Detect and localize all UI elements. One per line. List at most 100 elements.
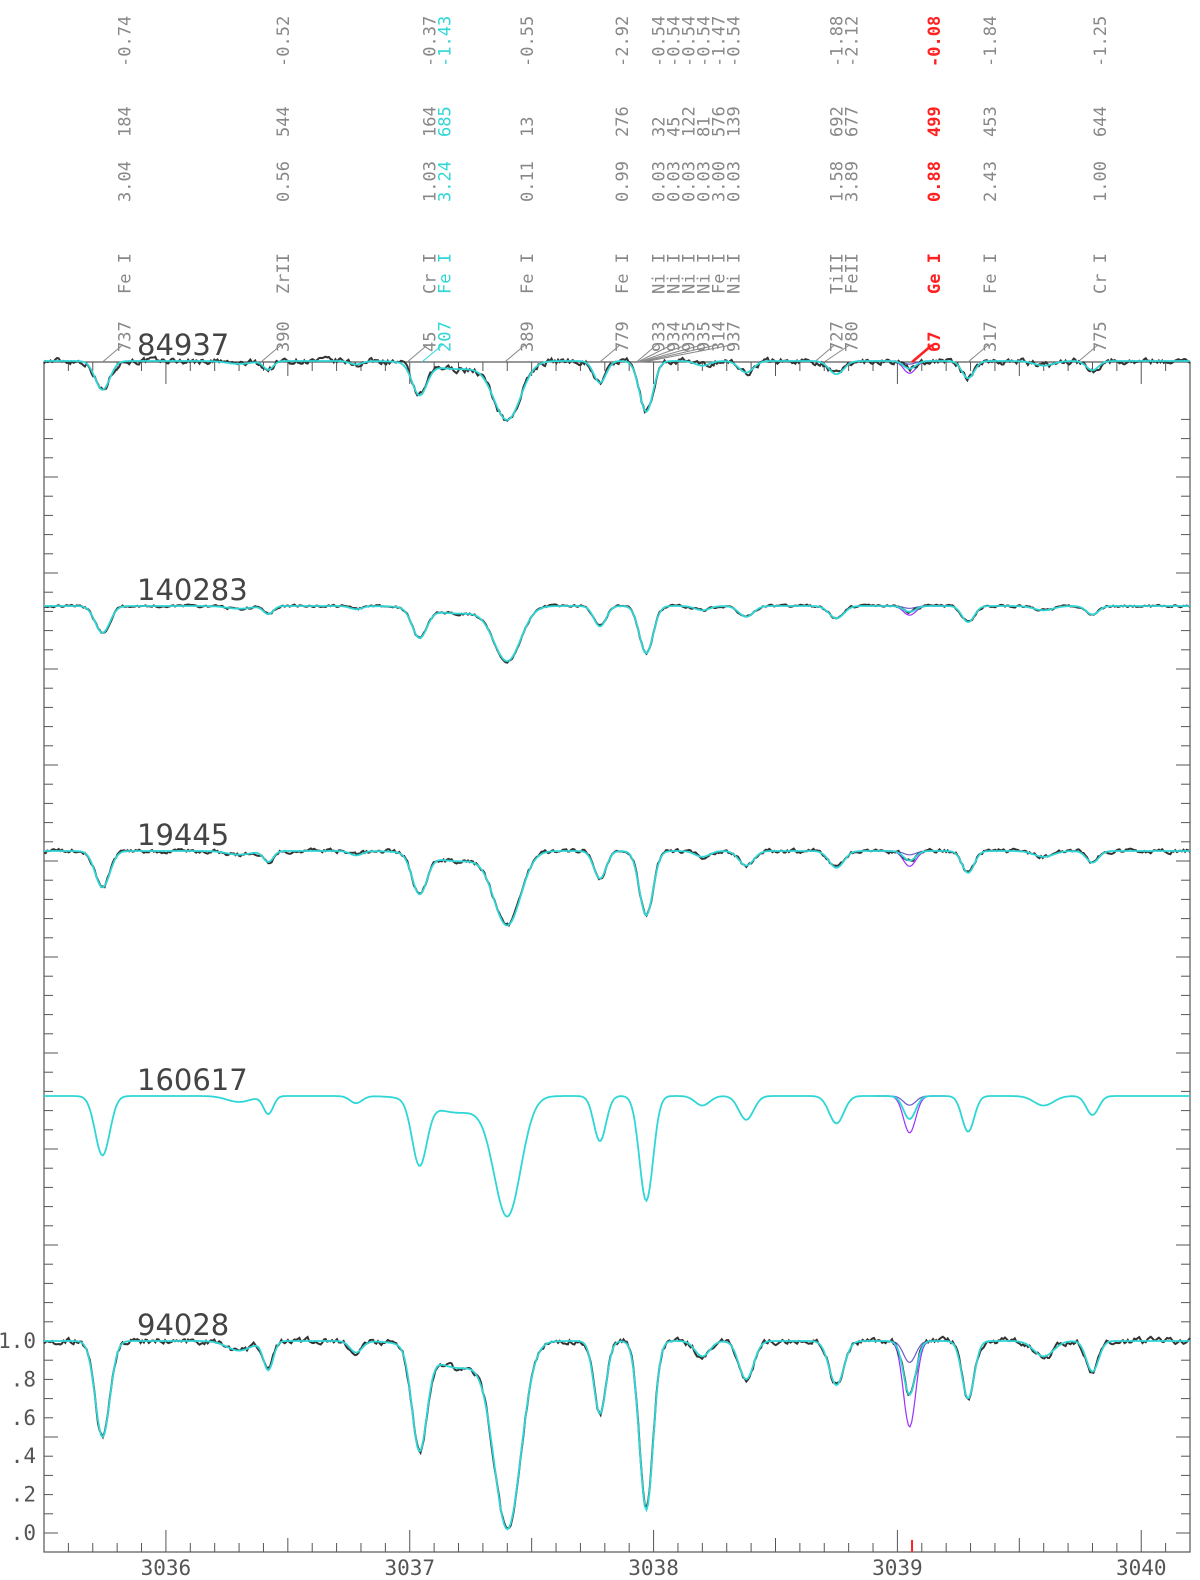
line-id-loggf: -0.74 bbox=[116, 16, 136, 67]
line-id-label: 314 Fe I 3.00 576 -1.47 bbox=[710, 16, 730, 352]
line-id-w: 13 bbox=[518, 117, 538, 137]
y-tick-label: 1.0 bbox=[0, 1329, 36, 1353]
line-id-ep: 0.11 bbox=[518, 161, 538, 202]
line-id-ep: 0.88 bbox=[925, 161, 945, 202]
y-tick-label: .2 bbox=[11, 1483, 36, 1507]
x-tick-label: 3040 bbox=[1116, 1556, 1167, 1580]
ge-variant-line bbox=[874, 1340, 947, 1428]
line-leader bbox=[641, 344, 717, 363]
line-leader bbox=[643, 344, 732, 363]
line-id-loggf: -0.54 bbox=[695, 16, 715, 67]
line-id-loggf: -0.52 bbox=[274, 16, 294, 67]
line-id-ep: 3.00 bbox=[710, 161, 730, 202]
line-leader bbox=[504, 344, 526, 363]
line-id-ep: 3.24 bbox=[435, 161, 455, 202]
line-leader bbox=[1077, 344, 1099, 363]
line-id-loggf: -2.92 bbox=[613, 16, 633, 67]
line-id-code: 317 bbox=[981, 321, 1001, 352]
y-tick-label: .8 bbox=[11, 1367, 36, 1391]
line-id-loggf: -0.54 bbox=[680, 16, 700, 67]
line-id-ep: 0.03 bbox=[695, 161, 715, 202]
line-id-ep: 1.03 bbox=[420, 161, 440, 202]
line-id-label: 67 Ge I 0.88 499 -0.08 bbox=[925, 16, 945, 352]
line-leader bbox=[823, 344, 850, 363]
line-id-code: 390 bbox=[274, 321, 294, 352]
line-id-label: 390 ZrII 0.56 544 -0.52 bbox=[274, 16, 294, 352]
line-leader bbox=[102, 344, 123, 363]
star-label: 160617 bbox=[137, 1063, 248, 1097]
x-tick-label: 3038 bbox=[628, 1556, 679, 1580]
line-id-species: FeII bbox=[843, 253, 863, 294]
line-id-ep: 1.58 bbox=[828, 161, 848, 202]
star-label: 84937 bbox=[137, 328, 229, 362]
line-leader bbox=[599, 344, 621, 363]
line-id-label: 775 Cr I 1.00 644 -1.25 bbox=[1091, 16, 1111, 352]
line-id-species: Ni I bbox=[680, 253, 700, 294]
line-leader bbox=[636, 344, 657, 363]
line-id-w: 184 bbox=[116, 106, 136, 137]
line-id-loggf: -0.54 bbox=[725, 16, 745, 67]
synthetic-spectrum-line bbox=[44, 360, 1190, 421]
line-id-code: 389 bbox=[518, 321, 538, 352]
observed-spectrum-line bbox=[43, 1335, 1191, 1530]
line-id-w: 276 bbox=[613, 106, 633, 137]
line-id-code: 207 bbox=[435, 321, 455, 352]
line-id-code: 937 bbox=[725, 321, 745, 352]
line-id-ep: 1.00 bbox=[1091, 161, 1111, 202]
line-leader bbox=[260, 344, 282, 363]
line-id-w: 32 bbox=[650, 117, 670, 137]
line-id-w: 453 bbox=[981, 106, 1001, 137]
line-leader bbox=[421, 344, 443, 363]
line-id-species: TiII bbox=[828, 253, 848, 294]
line-id-species: Fe I bbox=[981, 253, 1001, 294]
line-leader bbox=[640, 344, 702, 363]
line-id-species: Fe I bbox=[518, 253, 538, 294]
line-id-code: 737 bbox=[116, 321, 136, 352]
line-id-loggf: -1.88 bbox=[828, 16, 848, 67]
synthetic-spectrum-line bbox=[44, 1340, 1190, 1531]
y-tick-label: .0 bbox=[11, 1521, 36, 1545]
line-id-loggf: -1.25 bbox=[1091, 16, 1111, 67]
line-id-w: 644 bbox=[1091, 106, 1111, 137]
line-id-w: 677 bbox=[843, 106, 863, 137]
line-id-label: 780 FeII 3.89 677 -2.12 bbox=[843, 16, 863, 352]
line-id-species: Cr I bbox=[420, 253, 440, 294]
synthetic-spectrum-line bbox=[44, 1095, 1190, 1218]
line-id-ep: 0.56 bbox=[274, 161, 294, 202]
line-leader bbox=[638, 344, 687, 363]
line-id-code: 775 bbox=[1091, 321, 1111, 352]
line-id-w: 45 bbox=[665, 117, 685, 137]
line-leader bbox=[967, 344, 989, 363]
y-tick-label: .6 bbox=[11, 1406, 36, 1430]
line-id-loggf: -1.47 bbox=[710, 16, 730, 67]
line-id-ep: 0.99 bbox=[613, 161, 633, 202]
line-id-ep: 0.03 bbox=[665, 161, 685, 202]
line-id-ep: 3.04 bbox=[116, 161, 136, 202]
line-id-code: 314 bbox=[710, 321, 730, 352]
line-id-label: 937 Ni I 0.03 139 -0.54 bbox=[725, 16, 745, 352]
line-id-species: Ni I bbox=[725, 253, 745, 294]
line-leader bbox=[406, 344, 428, 363]
line-id-loggf: -0.54 bbox=[650, 16, 670, 67]
line-id-w: 81 bbox=[695, 117, 715, 137]
line-id-w: 164 bbox=[420, 106, 440, 137]
line-id-ep: 0.03 bbox=[680, 161, 700, 202]
line-id-label: 779 Fe I 0.99 276 -2.92 bbox=[613, 16, 633, 352]
line-id-species: Cr I bbox=[1091, 253, 1111, 294]
line-id-ep: 2.43 bbox=[981, 161, 1001, 202]
line-id-species: Fe I bbox=[613, 253, 633, 294]
line-id-species: Fe I bbox=[435, 253, 455, 294]
x-tick-label: 3036 bbox=[141, 1556, 192, 1580]
observed-spectrum-line bbox=[43, 355, 1191, 422]
line-id-loggf: -0.08 bbox=[925, 16, 945, 67]
observed-spectrum-line bbox=[43, 847, 1191, 928]
line-id-code: 935 bbox=[695, 321, 715, 352]
line-id-w: 685 bbox=[435, 106, 455, 137]
line-id-label: 727 TiII 1.58 692 -1.88 bbox=[828, 16, 848, 352]
line-id-loggf: -1.43 bbox=[435, 16, 455, 67]
line-id-loggf: -0.55 bbox=[518, 16, 538, 67]
line-id-label: 389 Fe I 0.11 13 -0.55 bbox=[518, 16, 538, 352]
line-id-w: 692 bbox=[828, 106, 848, 137]
line-id-code: 935 bbox=[680, 321, 700, 352]
